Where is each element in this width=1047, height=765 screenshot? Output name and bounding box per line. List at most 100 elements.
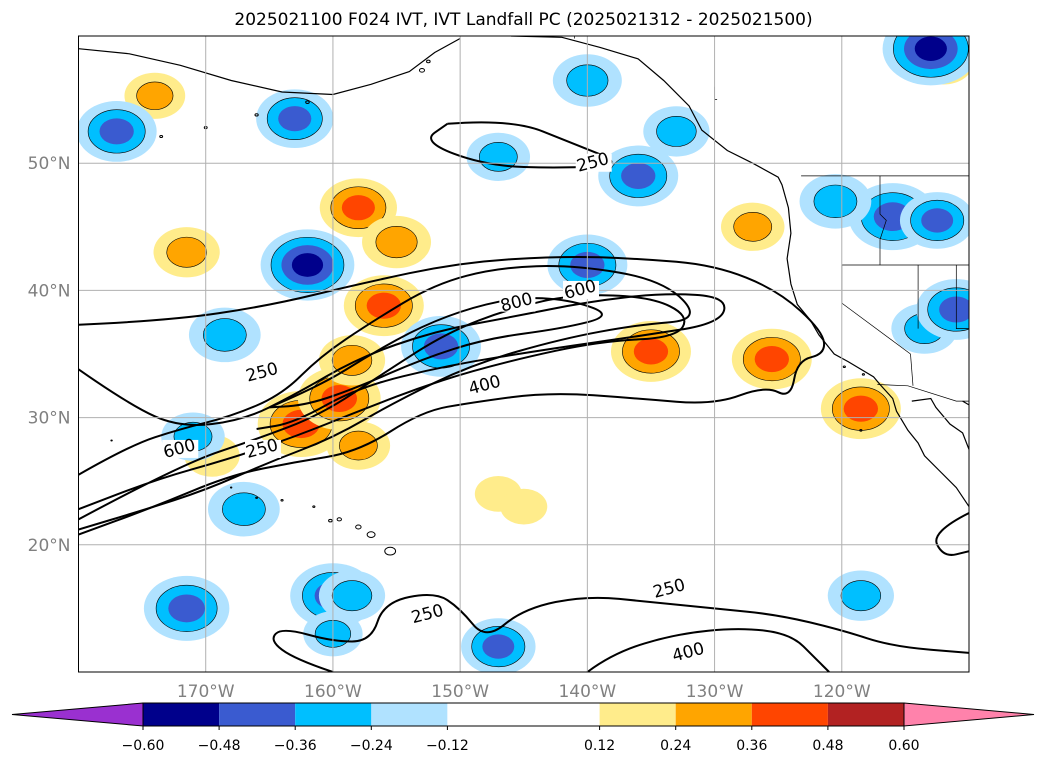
island-outline	[305, 100, 310, 104]
pc-band	[621, 162, 656, 189]
pc-band	[500, 488, 548, 525]
ivt-contour-line	[268, 297, 603, 409]
negative-pc-region	[318, 570, 386, 621]
longitude-tick-label: 140°W	[558, 682, 616, 702]
ivt-contour-line	[78, 255, 826, 536]
negative-pc-region	[466, 132, 531, 181]
colorbar-swatch	[219, 703, 296, 726]
negative-pc-region	[899, 192, 969, 249]
pc-band	[914, 36, 947, 61]
island-outline	[842, 365, 846, 369]
colorbar-tick-label: 0.60	[888, 738, 919, 754]
latitude-tick-label: 40°N	[28, 281, 71, 301]
pc-band	[754, 346, 789, 373]
longitude-tick-label: 170°W	[177, 682, 235, 702]
pc-band	[656, 115, 697, 147]
contour-label-background	[244, 439, 281, 458]
colorbar: −0.60 −0.48 −0.36 −0.24 −0.12 0.12 0.24 0.36 0.4…	[11, 702, 1035, 754]
pc-band	[633, 338, 669, 365]
contour-label-background	[499, 293, 536, 312]
latitude-tick-label: 30°N	[28, 409, 71, 429]
colorbar-tick-label: 0.24	[660, 738, 691, 754]
pc-band	[843, 395, 879, 422]
positive-pc-region	[153, 227, 220, 278]
island-outline	[384, 546, 397, 556]
colorbar-extend-low	[11, 702, 144, 727]
negative-pc-region	[882, 36, 969, 86]
negative-pc-region	[260, 229, 355, 301]
contour-label-background	[575, 153, 612, 172]
island-outline	[355, 524, 362, 530]
coastline	[510, 36, 969, 507]
negative-pc-region	[799, 174, 872, 229]
colorbar-tick-label: 0.36	[736, 738, 767, 754]
island-outline	[110, 439, 113, 442]
longitude-tick-label: 150°W	[431, 682, 489, 702]
colorbar-swatch	[751, 703, 828, 726]
colorbar-tick-label: −0.48	[198, 738, 241, 754]
colorbar-tick-label: 0.48	[812, 738, 843, 754]
political-border	[955, 265, 969, 329]
island-outline	[336, 517, 342, 522]
pc-band	[482, 634, 515, 659]
contour-label-background	[410, 605, 447, 624]
pc-band	[222, 492, 266, 526]
pc-band	[278, 106, 312, 132]
pc-band	[136, 81, 174, 110]
colorbar-tick-label: −0.24	[350, 738, 393, 754]
colorbar-outline	[142, 702, 905, 727]
colorbar-swatch	[447, 703, 600, 726]
negative-pc-region	[598, 145, 679, 207]
colorbar-swatch	[827, 703, 904, 726]
negative-pc-region	[916, 279, 969, 340]
negative-pc-region	[256, 89, 334, 149]
coastline-layer	[78, 36, 969, 556]
contour-label-background	[244, 363, 281, 382]
negative-pc-region	[461, 618, 536, 672]
negative-pc-region	[143, 575, 230, 641]
island-outline	[254, 113, 259, 117]
pc-band	[423, 333, 459, 360]
longitude-tick-label: 130°W	[686, 682, 744, 702]
political-border	[877, 384, 969, 402]
pc-band	[291, 253, 324, 277]
island-outline	[328, 518, 333, 523]
pc-band	[168, 594, 205, 623]
map-frame	[78, 35, 970, 673]
pc-band	[939, 296, 969, 323]
ivt-contour-line	[272, 594, 969, 672]
colorbar-tick-label: −0.36	[274, 738, 317, 754]
pc-band	[331, 580, 373, 612]
island-outline	[255, 496, 259, 499]
pc-band	[733, 212, 773, 242]
colorbar-tick-label: −0.60	[122, 738, 165, 754]
contour-label-background	[562, 280, 599, 299]
coastline	[911, 397, 969, 450]
coastline	[78, 37, 461, 96]
negative-pc-region	[827, 570, 894, 621]
longitude-labels: 170°W 160°W 150°W 140°W 130°W 120°W	[177, 682, 871, 702]
island-outline	[366, 531, 376, 538]
island-outline	[229, 486, 233, 489]
colorbar-swatch	[295, 703, 372, 726]
ivt-contour-line	[78, 294, 686, 521]
island-outline	[418, 68, 425, 73]
colorbar-swatch	[599, 703, 676, 726]
pc-band	[341, 195, 375, 221]
pc-band	[921, 208, 954, 233]
pc-band	[813, 184, 858, 219]
island-outline	[159, 134, 164, 139]
map-title: 2025021100 F024 IVT, IVT Landfall PC (20…	[234, 10, 813, 30]
island-outline	[312, 505, 316, 508]
ivt-contour-line	[586, 628, 830, 672]
latitude-tick-label: 20°N	[28, 536, 71, 556]
latitude-tick-label: 50°N	[28, 154, 71, 174]
positive-pc-region	[326, 421, 391, 470]
pc-band	[366, 292, 401, 319]
political-border	[910, 353, 914, 386]
contour-label-background	[652, 579, 689, 598]
pc-band	[339, 430, 378, 461]
colorbar-tick-label: −0.12	[426, 738, 469, 754]
negative-pc-region	[188, 307, 261, 363]
